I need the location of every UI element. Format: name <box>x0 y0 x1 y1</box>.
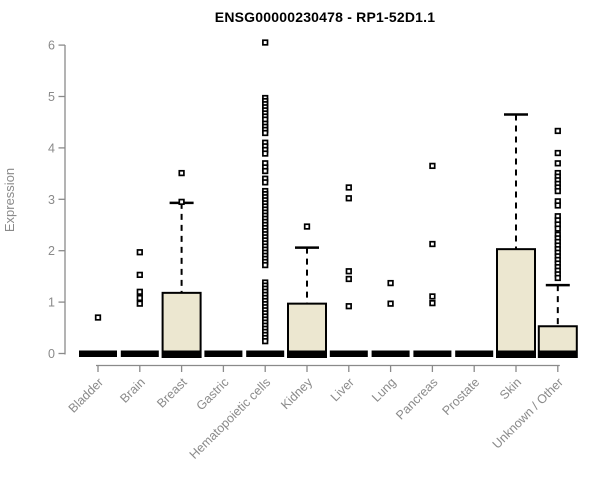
x-tick-label-gastric: Gastric <box>194 375 232 413</box>
boxplot-hematopoietic-cells-outlier <box>262 129 269 137</box>
boxplot-hematopoietic-cells-outlier <box>262 39 269 46</box>
x-tick-label-breast: Breast <box>154 375 190 411</box>
boxplot-hematopoietic-cells-outlier <box>262 338 269 345</box>
y-axis-title: Expression <box>2 168 17 232</box>
x-tick-label-kidney: Kidney <box>278 375 315 412</box>
boxplot-hematopoietic-cells-outlier <box>262 179 269 186</box>
boxplot-breast-outlier <box>178 169 185 177</box>
boxplot-unknown-other-outlier <box>554 149 561 157</box>
boxplot-lung-outlier <box>387 300 394 307</box>
x-tick-label-prostate: Prostate <box>439 375 482 418</box>
x-tick-label-lung: Lung <box>369 375 399 405</box>
boxplot-breast-outlier <box>178 198 185 206</box>
boxplot-skin-box <box>496 248 536 359</box>
boxplot-pancreas-outlier <box>429 162 436 170</box>
boxplot-breast-median <box>162 350 201 357</box>
boxplot-hematopoietic-cells-outlier <box>262 167 269 175</box>
y-tick-label: 1 <box>48 296 55 310</box>
boxplot-liver-median <box>329 350 368 357</box>
boxplot-breast-box <box>161 291 202 358</box>
boxplot-pancreas-outlier <box>429 293 436 300</box>
boxplot-bladder-outlier <box>94 314 102 321</box>
x-tick-label-hematopoietic-cells: Hematopoietic cells <box>187 375 274 462</box>
boxplot-kidney-outlier <box>303 223 311 230</box>
boxplot-unknown-other-outlier <box>554 187 561 195</box>
x-tick-label-brain: Brain <box>117 375 148 406</box>
boxplot-brain-median <box>120 350 159 357</box>
boxplot-brain-outlier <box>136 294 143 302</box>
x-tick-label-unknown-other: Unknown / Other <box>490 375 566 451</box>
x-tick-label-skin: Skin <box>497 375 524 402</box>
boxplot-unknown-other-median <box>538 350 577 357</box>
boxplot-brain-outlier <box>136 249 143 256</box>
boxplot-bladder-median <box>79 350 117 357</box>
boxplot-pancreas-outlier <box>429 240 436 248</box>
boxplot-liver-outlier <box>345 268 352 275</box>
boxplot-prostate-median <box>455 350 494 357</box>
boxplot-liver-outlier <box>345 195 352 202</box>
boxplot-liver-outlier <box>345 184 352 191</box>
y-tick-label: 2 <box>48 244 55 258</box>
x-tick-label-pancreas: Pancreas <box>393 375 440 422</box>
boxplot-pancreas-outlier <box>429 299 436 307</box>
boxplot-gastric-median <box>204 350 243 357</box>
boxplot-hematopoietic-cells-median <box>246 350 285 357</box>
boxplot-brain-outlier <box>136 288 143 295</box>
chart-title: ENSG00000230478 - RP1-52D1.1 <box>214 9 436 25</box>
boxplot-skin-median <box>497 350 535 357</box>
boxplot-pancreas-median <box>413 350 452 357</box>
y-tick-label: 5 <box>48 90 55 104</box>
boxplot-unknown-other-outlier <box>554 127 561 135</box>
y-tick-label: 4 <box>48 141 55 155</box>
boxplot-brain-outlier <box>136 271 143 279</box>
boxplot-unknown-other-outlier <box>554 225 561 232</box>
y-tick-label: 6 <box>48 39 55 53</box>
boxplot-liver-outlier <box>345 275 352 283</box>
boxplot-kidney-box <box>287 302 327 358</box>
boxplot-hematopoietic-cells-outlier <box>262 150 269 157</box>
x-tick-label-liver: Liver <box>328 375 357 404</box>
boxplot-lung-outlier <box>387 279 394 287</box>
x-tick-label-bladder: Bladder <box>66 375 106 415</box>
boxplot-unknown-other-outlier <box>554 160 561 167</box>
boxplot-unknown-other-outlier <box>554 274 561 282</box>
y-tick-label: 0 <box>48 347 55 361</box>
boxplot-brain-outlier <box>136 300 143 307</box>
boxplot-kidney-median <box>288 350 326 357</box>
boxplot-hematopoietic-cells-outlier <box>262 261 269 269</box>
y-tick-label: 3 <box>48 193 55 207</box>
boxplot-lung-median <box>371 350 410 357</box>
boxplot-unknown-other-outlier <box>554 202 561 209</box>
boxplot-liver-outlier <box>345 303 352 310</box>
